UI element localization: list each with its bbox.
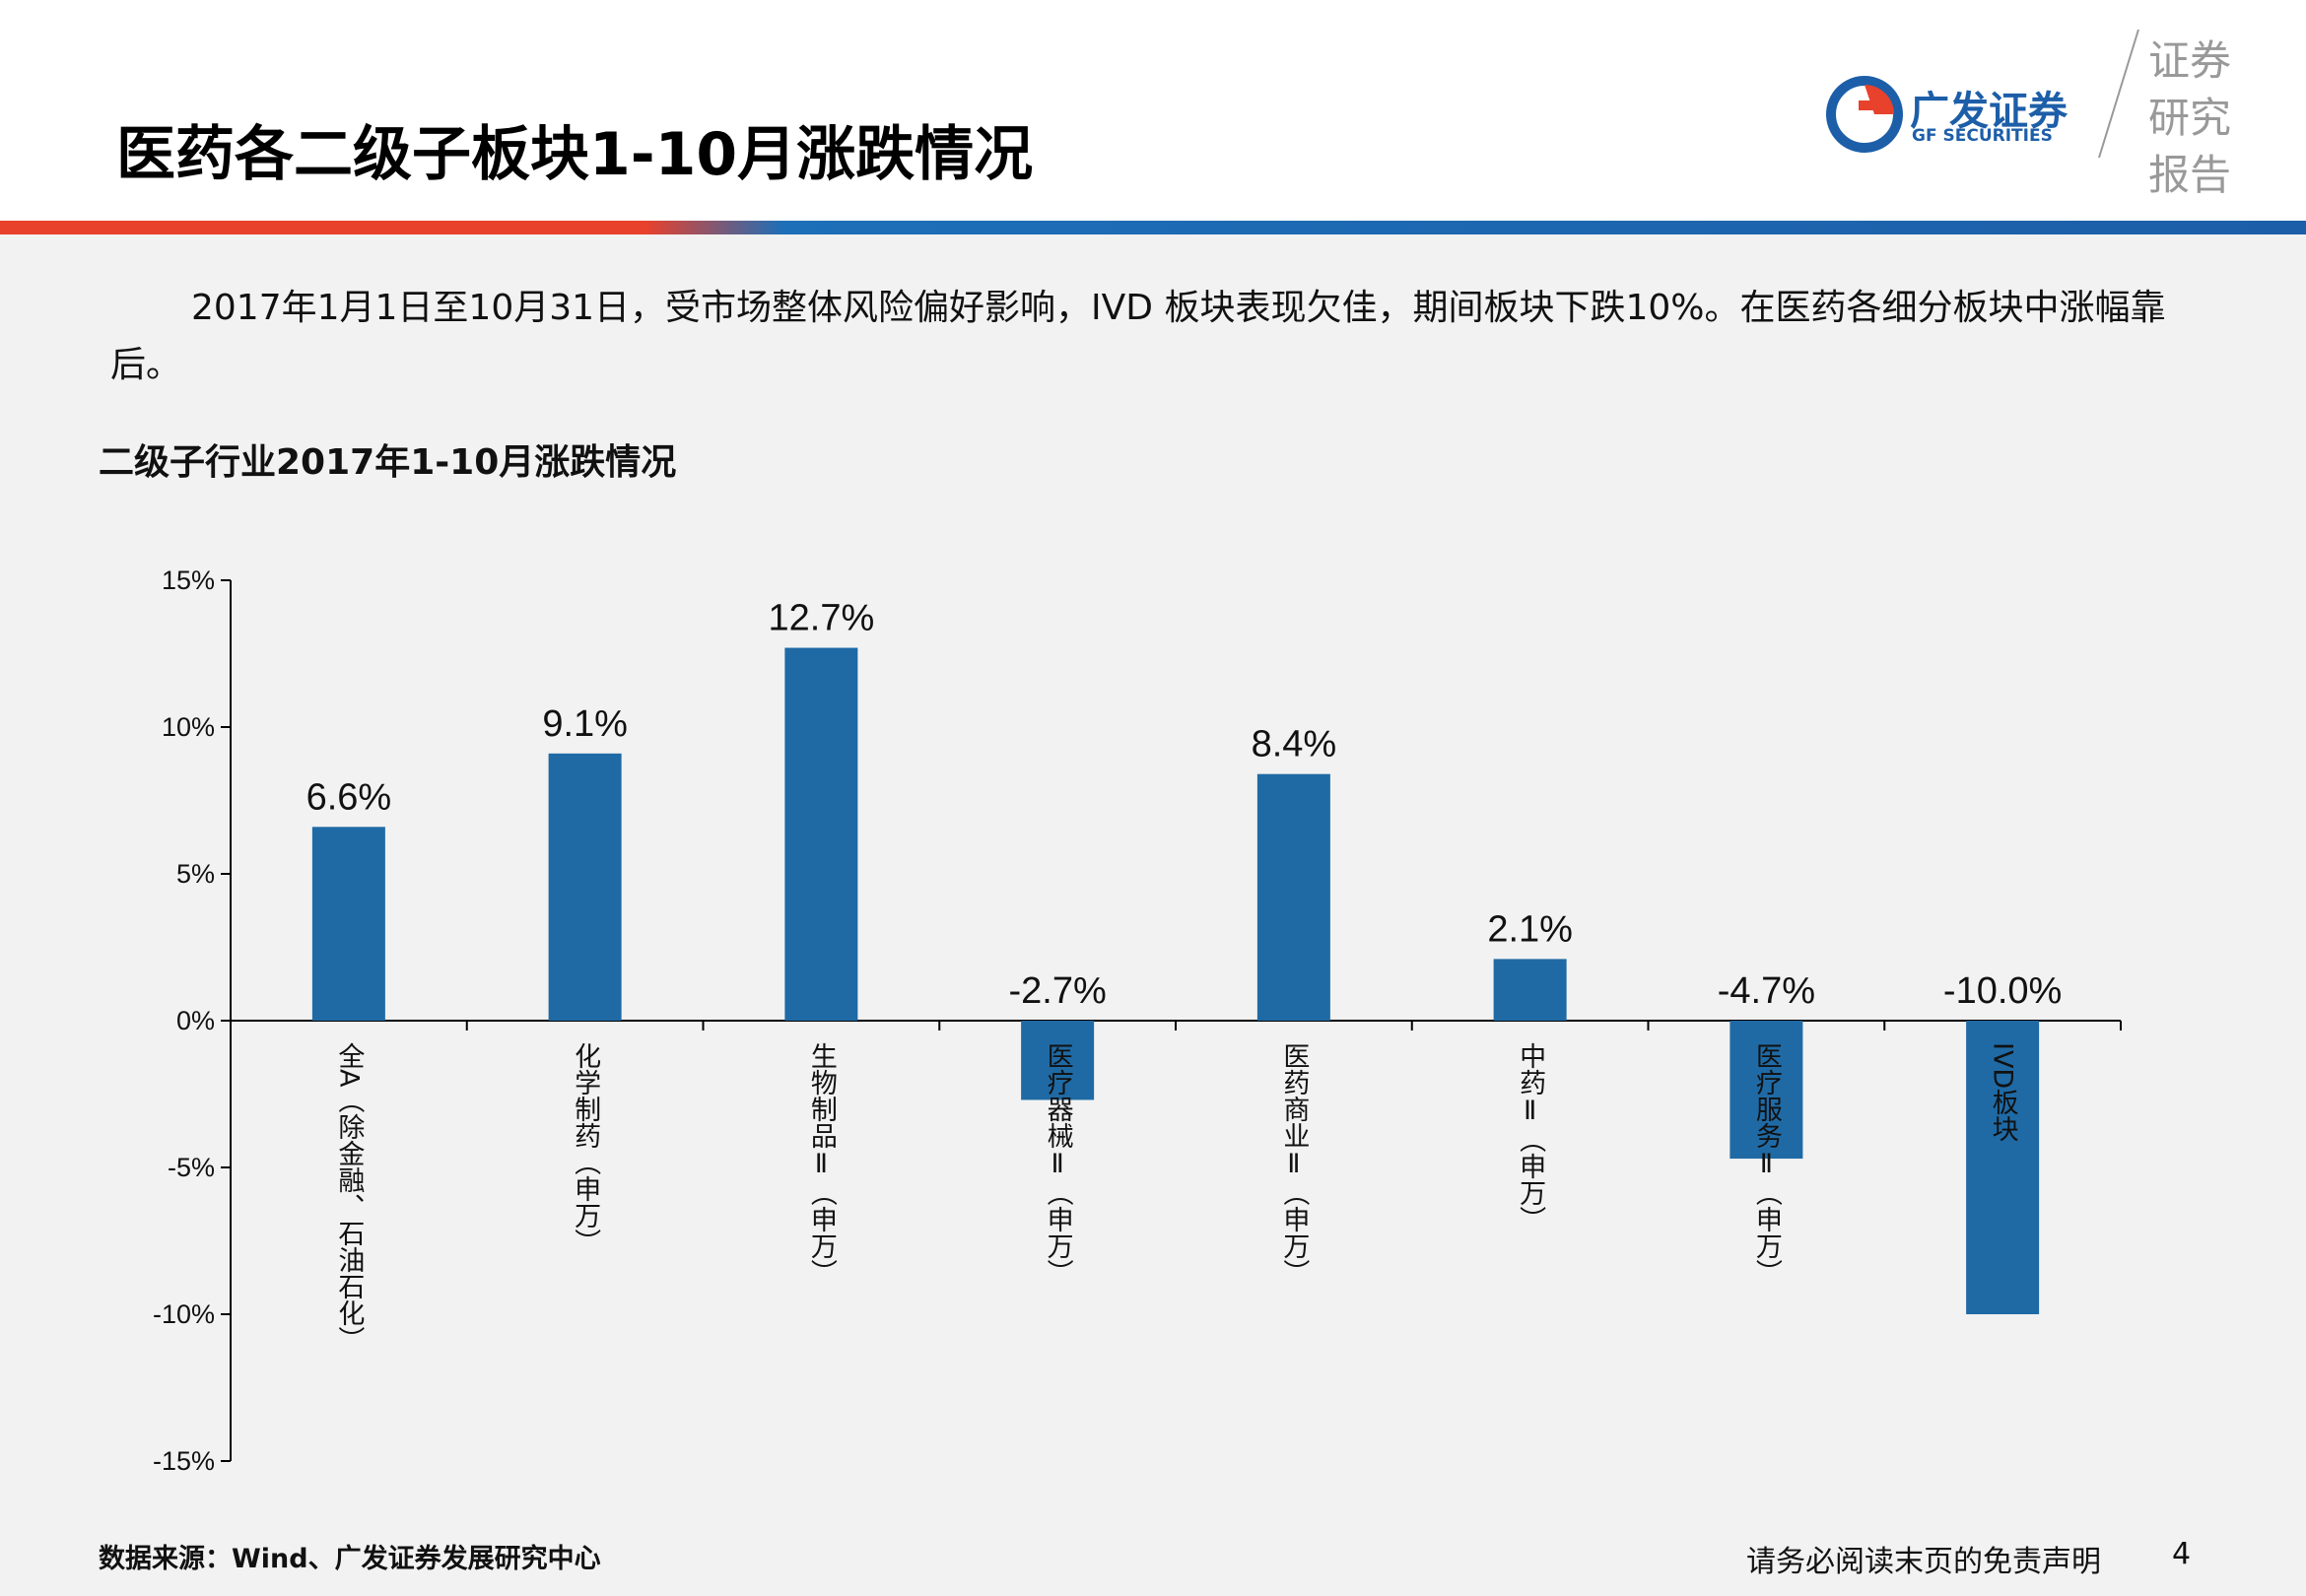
bar	[1021, 1021, 1095, 1100]
value-label: 9.1%	[542, 703, 628, 745]
badge-text: 研究	[2148, 94, 2232, 142]
y-tick-label: -15%	[153, 1446, 215, 1476]
bar	[1493, 959, 1567, 1021]
page-number: 4	[2172, 1537, 2192, 1571]
x-tick-label: 医药商业Ⅱ（申万）	[1278, 1042, 1310, 1286]
x-tick-label: 全A（除金融、石油石化）	[333, 1042, 365, 1354]
x-tick-label: 医疗服务Ⅱ（申万）	[1751, 1042, 1783, 1286]
bar	[548, 753, 622, 1021]
value-label: -10.0%	[1943, 970, 2062, 1012]
y-tick-label: 15%	[162, 565, 215, 595]
bar	[311, 827, 385, 1021]
value-label: -2.7%	[1008, 970, 1106, 1012]
y-tick-label: -10%	[153, 1299, 215, 1329]
x-tick-label: 生物制品Ⅱ（申万）	[806, 1042, 838, 1286]
y-tick-label: 10%	[162, 712, 215, 742]
value-label: 12.7%	[769, 598, 875, 639]
y-tick-label: -5%	[168, 1153, 215, 1182]
header: 医药各二级子板块1-10月涨跌情况 广发证券 GF SECURITIES 证券 …	[0, 0, 2306, 221]
page-title: 医药各二级子板块1-10月涨跌情况	[116, 120, 1034, 189]
bar	[1966, 1021, 2040, 1314]
y-tick-label: 5%	[176, 859, 215, 889]
x-tick-label: 医疗器械Ⅱ（申万）	[1043, 1042, 1074, 1286]
badge-divider	[2098, 29, 2139, 159]
x-tick-label: 中药Ⅱ（申万）	[1515, 1042, 1546, 1232]
x-tick-label: IVD板块	[1988, 1042, 2019, 1142]
value-label: 8.4%	[1252, 724, 1337, 765]
source: 数据来源：Wind、广发证券发展研究中心	[99, 1544, 601, 1574]
value-label: -4.7%	[1718, 970, 1815, 1012]
bar	[1730, 1021, 1803, 1160]
bar	[784, 647, 858, 1021]
bar	[1256, 773, 1330, 1021]
chart-title: 二级子行业2017年1-10月涨跌情况	[99, 442, 677, 483]
value-label: 6.6%	[306, 776, 392, 818]
logo-text: 广发证券	[1910, 89, 2068, 134]
y-tick-label: 0%	[176, 1006, 215, 1035]
badge-text: 报告	[2148, 151, 2232, 199]
x-tick-label: 化学制药（申万）	[570, 1042, 601, 1255]
disclaimer: 请务必阅读末页的免责声明	[1746, 1545, 2101, 1579]
header-stripe	[0, 221, 2306, 234]
value-label: 2.1%	[1487, 908, 1573, 950]
logo-subtext: GF SECURITIES	[1912, 126, 2053, 146]
badge-text: 证券	[2148, 36, 2232, 85]
logo-icon	[1826, 76, 1903, 153]
paragraph: 2017年1月1日至10月31日，受市场整体风险偏好影响，IVD 板块表现欠佳，…	[110, 288, 2166, 385]
